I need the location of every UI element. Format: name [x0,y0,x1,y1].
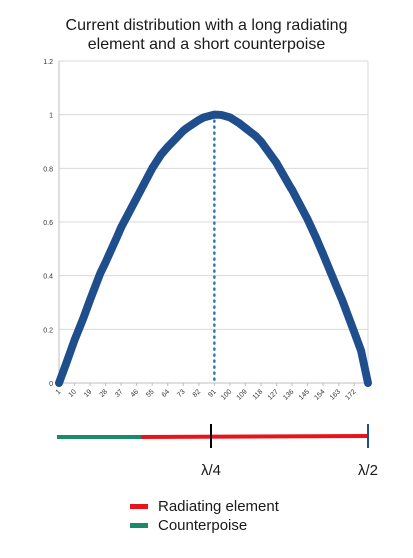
data-point [339,296,346,303]
y-tick-label: 0.4 [43,274,53,281]
x-tick-label: 100 [220,388,233,401]
data-point [118,224,125,231]
data-point [320,251,327,258]
data-point [226,114,233,121]
data-point [102,259,109,266]
data-point [149,165,156,172]
data-point [157,151,164,158]
data-point [257,138,264,145]
label-quarter-wave: λ/4 [201,462,221,479]
x-tick-label: 28 [99,388,110,399]
data-point [242,125,249,132]
y-tick-label: 1 [49,113,53,120]
y-tick-label: 0.6 [43,220,53,227]
data-point [218,111,225,118]
chart-title: Current distribution with a long radiati… [0,16,413,54]
x-tick-label: 118 [252,388,265,401]
legend-label-counterpoise: Counterpoise [158,517,248,534]
legend-swatch-radiating [130,504,148,509]
data-point [273,159,280,166]
data-point [313,235,320,242]
data-point [195,117,202,124]
legend-item-radiating: Radiating element [130,498,279,515]
data-point [358,347,365,354]
data-point [114,232,121,239]
legend-item-counterpoise: Counterpoise [130,517,247,534]
x-tick-label: 127 [267,388,280,401]
x-tick-label: 19 [83,388,94,399]
data-point [87,296,94,303]
data-point [335,288,342,295]
x-tick-label: 1 [55,388,63,396]
x-tick-label: 109 [236,388,249,401]
data-point [351,329,358,336]
x-tick-label: 82 [192,388,203,399]
x-tick-label: 172 [344,388,357,401]
y-tick-label: 0 [49,381,53,388]
y-tick-label: 0.8 [43,166,53,173]
data-point [211,111,218,118]
legend-label-radiating: Radiating element [158,498,279,515]
data-point [80,315,87,322]
y-tick-label: 0.2 [43,327,53,334]
x-tick-label: 55 [145,388,156,399]
data-point [71,337,78,344]
x-tick-label: 73 [176,388,187,399]
x-tick-label: 154 [313,388,326,401]
x-tick-label: 163 [329,388,342,401]
data-point [304,216,311,223]
chart-canvas: 00.20.40.60.811.21 10 19 28 37 46 55 64 73 82 91 10… [43,59,378,479]
chart-title-line-1: Current distribution with a long radiati… [65,17,348,34]
radiating-segment [140,434,369,439]
x-tick-label: 145 [298,388,311,401]
data-point [133,194,140,201]
data-point [365,380,371,386]
x-tick-label: 46 [130,388,141,399]
data-point [164,143,171,150]
x-tick-label: 91 [207,388,218,399]
data-point [56,380,62,386]
x-tick-label: 37 [114,388,125,399]
data-point [180,127,187,134]
data-point [252,133,259,140]
y-tick-label: 1.2 [43,59,53,66]
x-tick-label: 64 [161,388,172,399]
data-point [289,186,296,193]
legend-swatch-counterpoise [130,523,148,528]
x-tick-label: 136 [282,388,295,401]
label-half-wave: λ/2 [358,462,378,479]
data-point [183,125,190,132]
data-point [97,269,104,276]
x-tick-label: 10 [67,388,78,399]
data-point [62,361,69,368]
data-point [235,119,242,126]
chart-title-line-2: element and a short counterpoise [87,36,326,53]
data-point [201,114,208,121]
